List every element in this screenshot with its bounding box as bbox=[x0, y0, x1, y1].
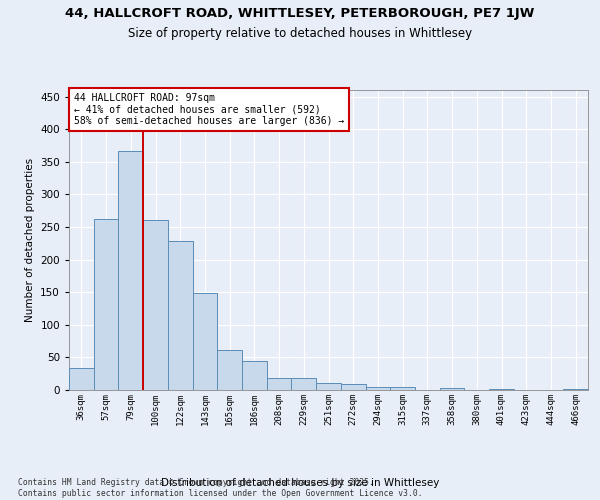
Bar bbox=[168, 242, 193, 390]
Bar bbox=[390, 386, 415, 390]
Bar bbox=[292, 378, 316, 390]
Bar bbox=[316, 384, 341, 390]
Text: Distribution of detached houses by size in Whittlesey: Distribution of detached houses by size … bbox=[161, 478, 439, 488]
Bar bbox=[563, 388, 588, 390]
Bar bbox=[193, 294, 217, 390]
Text: Size of property relative to detached houses in Whittlesey: Size of property relative to detached ho… bbox=[128, 28, 472, 40]
Bar bbox=[143, 220, 168, 390]
Bar bbox=[440, 388, 464, 390]
Text: 44 HALLCROFT ROAD: 97sqm
← 41% of detached houses are smaller (592)
58% of semi-: 44 HALLCROFT ROAD: 97sqm ← 41% of detach… bbox=[74, 93, 344, 126]
Y-axis label: Number of detached properties: Number of detached properties bbox=[25, 158, 35, 322]
Bar bbox=[217, 350, 242, 390]
Bar bbox=[341, 384, 365, 390]
Bar bbox=[489, 388, 514, 390]
Bar bbox=[94, 219, 118, 390]
Bar bbox=[242, 360, 267, 390]
Bar bbox=[118, 150, 143, 390]
Bar bbox=[69, 368, 94, 390]
Bar bbox=[267, 378, 292, 390]
Text: 44, HALLCROFT ROAD, WHITTLESEY, PETERBOROUGH, PE7 1JW: 44, HALLCROFT ROAD, WHITTLESEY, PETERBOR… bbox=[65, 8, 535, 20]
Bar bbox=[365, 386, 390, 390]
Text: Contains HM Land Registry data © Crown copyright and database right 2025.
Contai: Contains HM Land Registry data © Crown c… bbox=[18, 478, 422, 498]
